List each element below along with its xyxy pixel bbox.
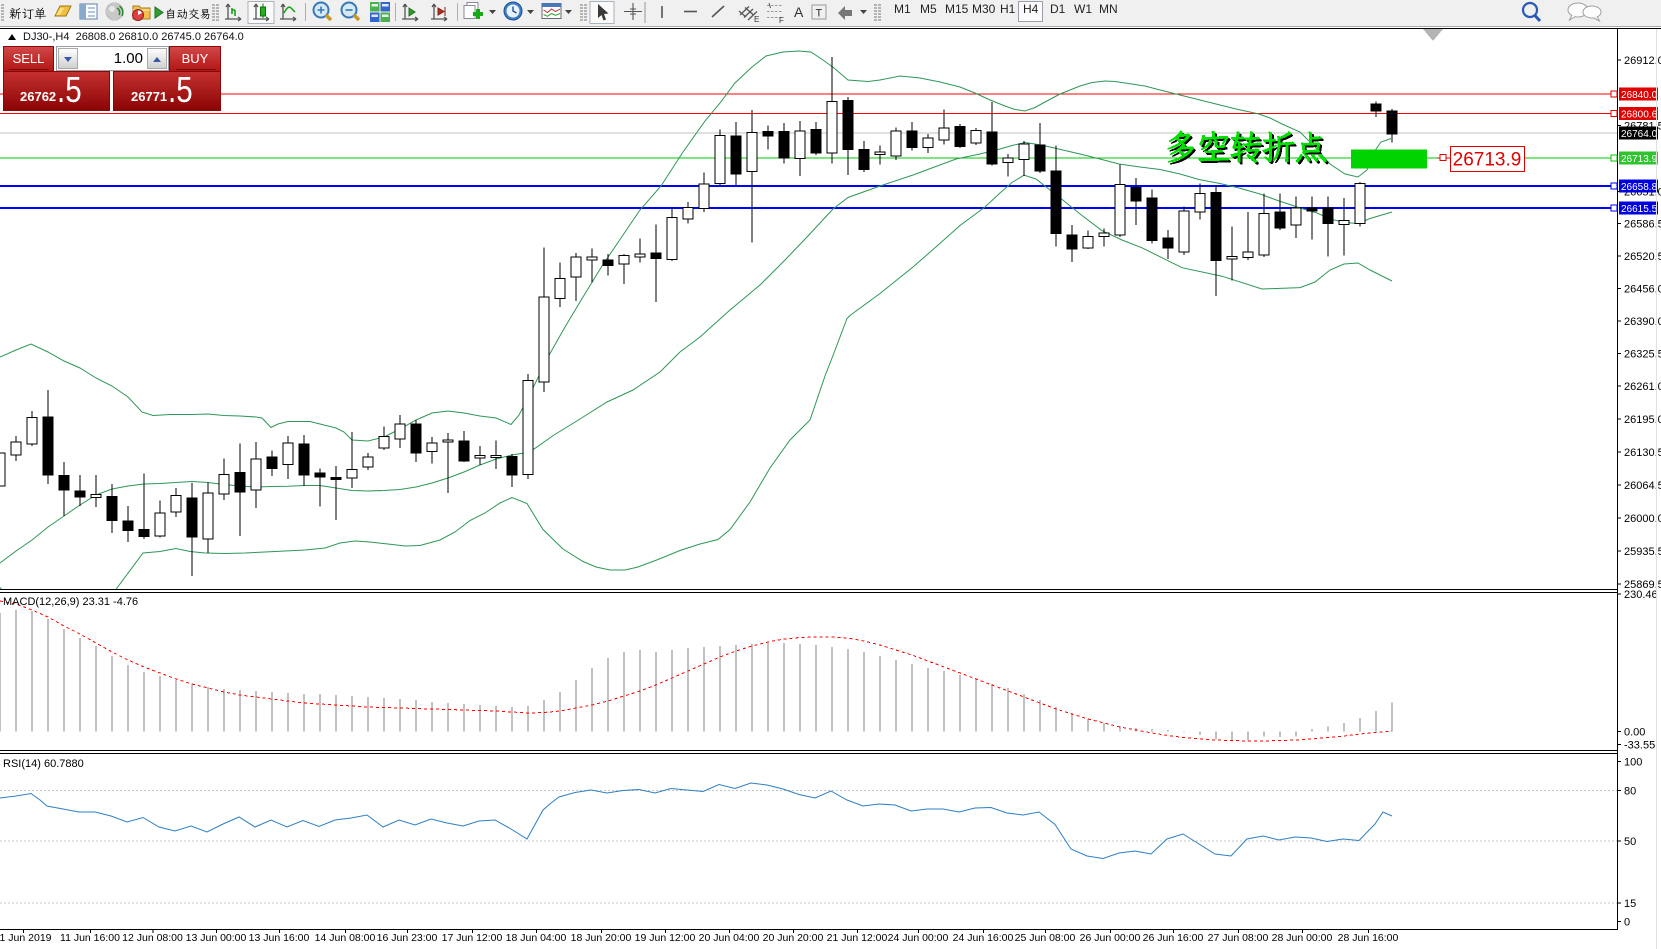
svg-text:12 Jun 08:00: 12 Jun 08:00 bbox=[122, 932, 183, 944]
svg-text:26800.6: 26800.6 bbox=[1621, 110, 1658, 121]
svg-text:RSI(14) 60.7880: RSI(14) 60.7880 bbox=[3, 758, 84, 770]
svg-text:24 Jun 00:00: 24 Jun 00:00 bbox=[888, 932, 949, 944]
svg-text:26 Jun 00:00: 26 Jun 00:00 bbox=[1080, 932, 1141, 944]
svg-text:26261.0: 26261.0 bbox=[1624, 381, 1661, 393]
svg-text:A: A bbox=[794, 4, 804, 20]
svg-text:13 Jun 00:00: 13 Jun 00:00 bbox=[186, 932, 247, 944]
svg-text:80: 80 bbox=[1624, 786, 1636, 798]
svg-text:24 Jun 16:00: 24 Jun 16:00 bbox=[953, 932, 1014, 944]
svg-text:26064.5: 26064.5 bbox=[1624, 480, 1661, 492]
svg-text:25869.5: 25869.5 bbox=[1624, 579, 1661, 591]
svg-text:26713.9: 26713.9 bbox=[1453, 150, 1522, 171]
svg-text:26000.0: 26000.0 bbox=[1624, 513, 1661, 525]
svg-text:26764.0: 26764.0 bbox=[1621, 129, 1658, 140]
svg-text:0: 0 bbox=[1624, 917, 1630, 929]
svg-text:27 Jun 08:00: 27 Jun 08:00 bbox=[1208, 932, 1269, 944]
svg-text:26615.5: 26615.5 bbox=[1621, 204, 1658, 215]
svg-text:26713.9: 26713.9 bbox=[1621, 154, 1658, 165]
svg-text:230.46: 230.46 bbox=[1624, 589, 1658, 601]
svg-text:20 Jun 04:00: 20 Jun 04:00 bbox=[699, 932, 760, 944]
svg-text:MACD(12,26,9) 23.31 -4.76: MACD(12,26,9) 23.31 -4.76 bbox=[3, 596, 138, 608]
svg-text:26 Jun 16:00: 26 Jun 16:00 bbox=[1143, 932, 1204, 944]
svg-text:11 Jun 16:00: 11 Jun 16:00 bbox=[60, 932, 120, 944]
svg-text:14 Jun 08:00: 14 Jun 08:00 bbox=[315, 932, 376, 944]
svg-text:18 Jun 04:00: 18 Jun 04:00 bbox=[506, 932, 567, 944]
svg-text:15: 15 bbox=[1624, 898, 1636, 910]
svg-text:26325.5: 26325.5 bbox=[1624, 349, 1661, 361]
svg-text:T: T bbox=[816, 8, 823, 20]
svg-text:16 Jun 23:00: 16 Jun 23:00 bbox=[377, 932, 438, 944]
svg-text:50: 50 bbox=[1624, 836, 1636, 848]
svg-text:25 Jun 08:00: 25 Jun 08:00 bbox=[1015, 932, 1076, 944]
svg-text:0.00: 0.00 bbox=[1624, 727, 1645, 739]
svg-text:28 Jun 16:00: 28 Jun 16:00 bbox=[1338, 932, 1399, 944]
svg-text:100: 100 bbox=[1624, 757, 1642, 769]
svg-text:25935.5: 25935.5 bbox=[1624, 546, 1661, 558]
svg-text:19 Jun 12:00: 19 Jun 12:00 bbox=[635, 932, 696, 944]
svg-text:18 Jun 20:00: 18 Jun 20:00 bbox=[571, 932, 632, 944]
svg-text:28 Jun 00:00: 28 Jun 00:00 bbox=[1272, 932, 1333, 944]
svg-text:13 Jun 16:00: 13 Jun 16:00 bbox=[249, 932, 310, 944]
svg-text:26840.0: 26840.0 bbox=[1621, 90, 1658, 101]
svg-text:26130.5: 26130.5 bbox=[1624, 447, 1661, 459]
svg-text:26456.0: 26456.0 bbox=[1624, 284, 1661, 296]
svg-text:26195.0: 26195.0 bbox=[1624, 414, 1661, 426]
svg-text:17 Jun 12:00: 17 Jun 12:00 bbox=[442, 932, 503, 944]
svg-text:26520.5: 26520.5 bbox=[1624, 251, 1661, 263]
svg-text:F: F bbox=[779, 16, 784, 25]
svg-text:26912.0: 26912.0 bbox=[1624, 55, 1661, 67]
svg-text:E: E bbox=[754, 15, 759, 24]
svg-text:20 Jun 20:00: 20 Jun 20:00 bbox=[763, 932, 824, 944]
svg-text:-33.55: -33.55 bbox=[1624, 740, 1655, 752]
svg-text:11 Jun 2019: 11 Jun 2019 bbox=[0, 932, 52, 944]
svg-text:21 Jun 12:00: 21 Jun 12:00 bbox=[827, 932, 888, 944]
svg-text:26658.8: 26658.8 bbox=[1621, 182, 1658, 193]
svg-text:26586.5: 26586.5 bbox=[1624, 219, 1661, 231]
svg-text:26390.0: 26390.0 bbox=[1624, 316, 1661, 328]
